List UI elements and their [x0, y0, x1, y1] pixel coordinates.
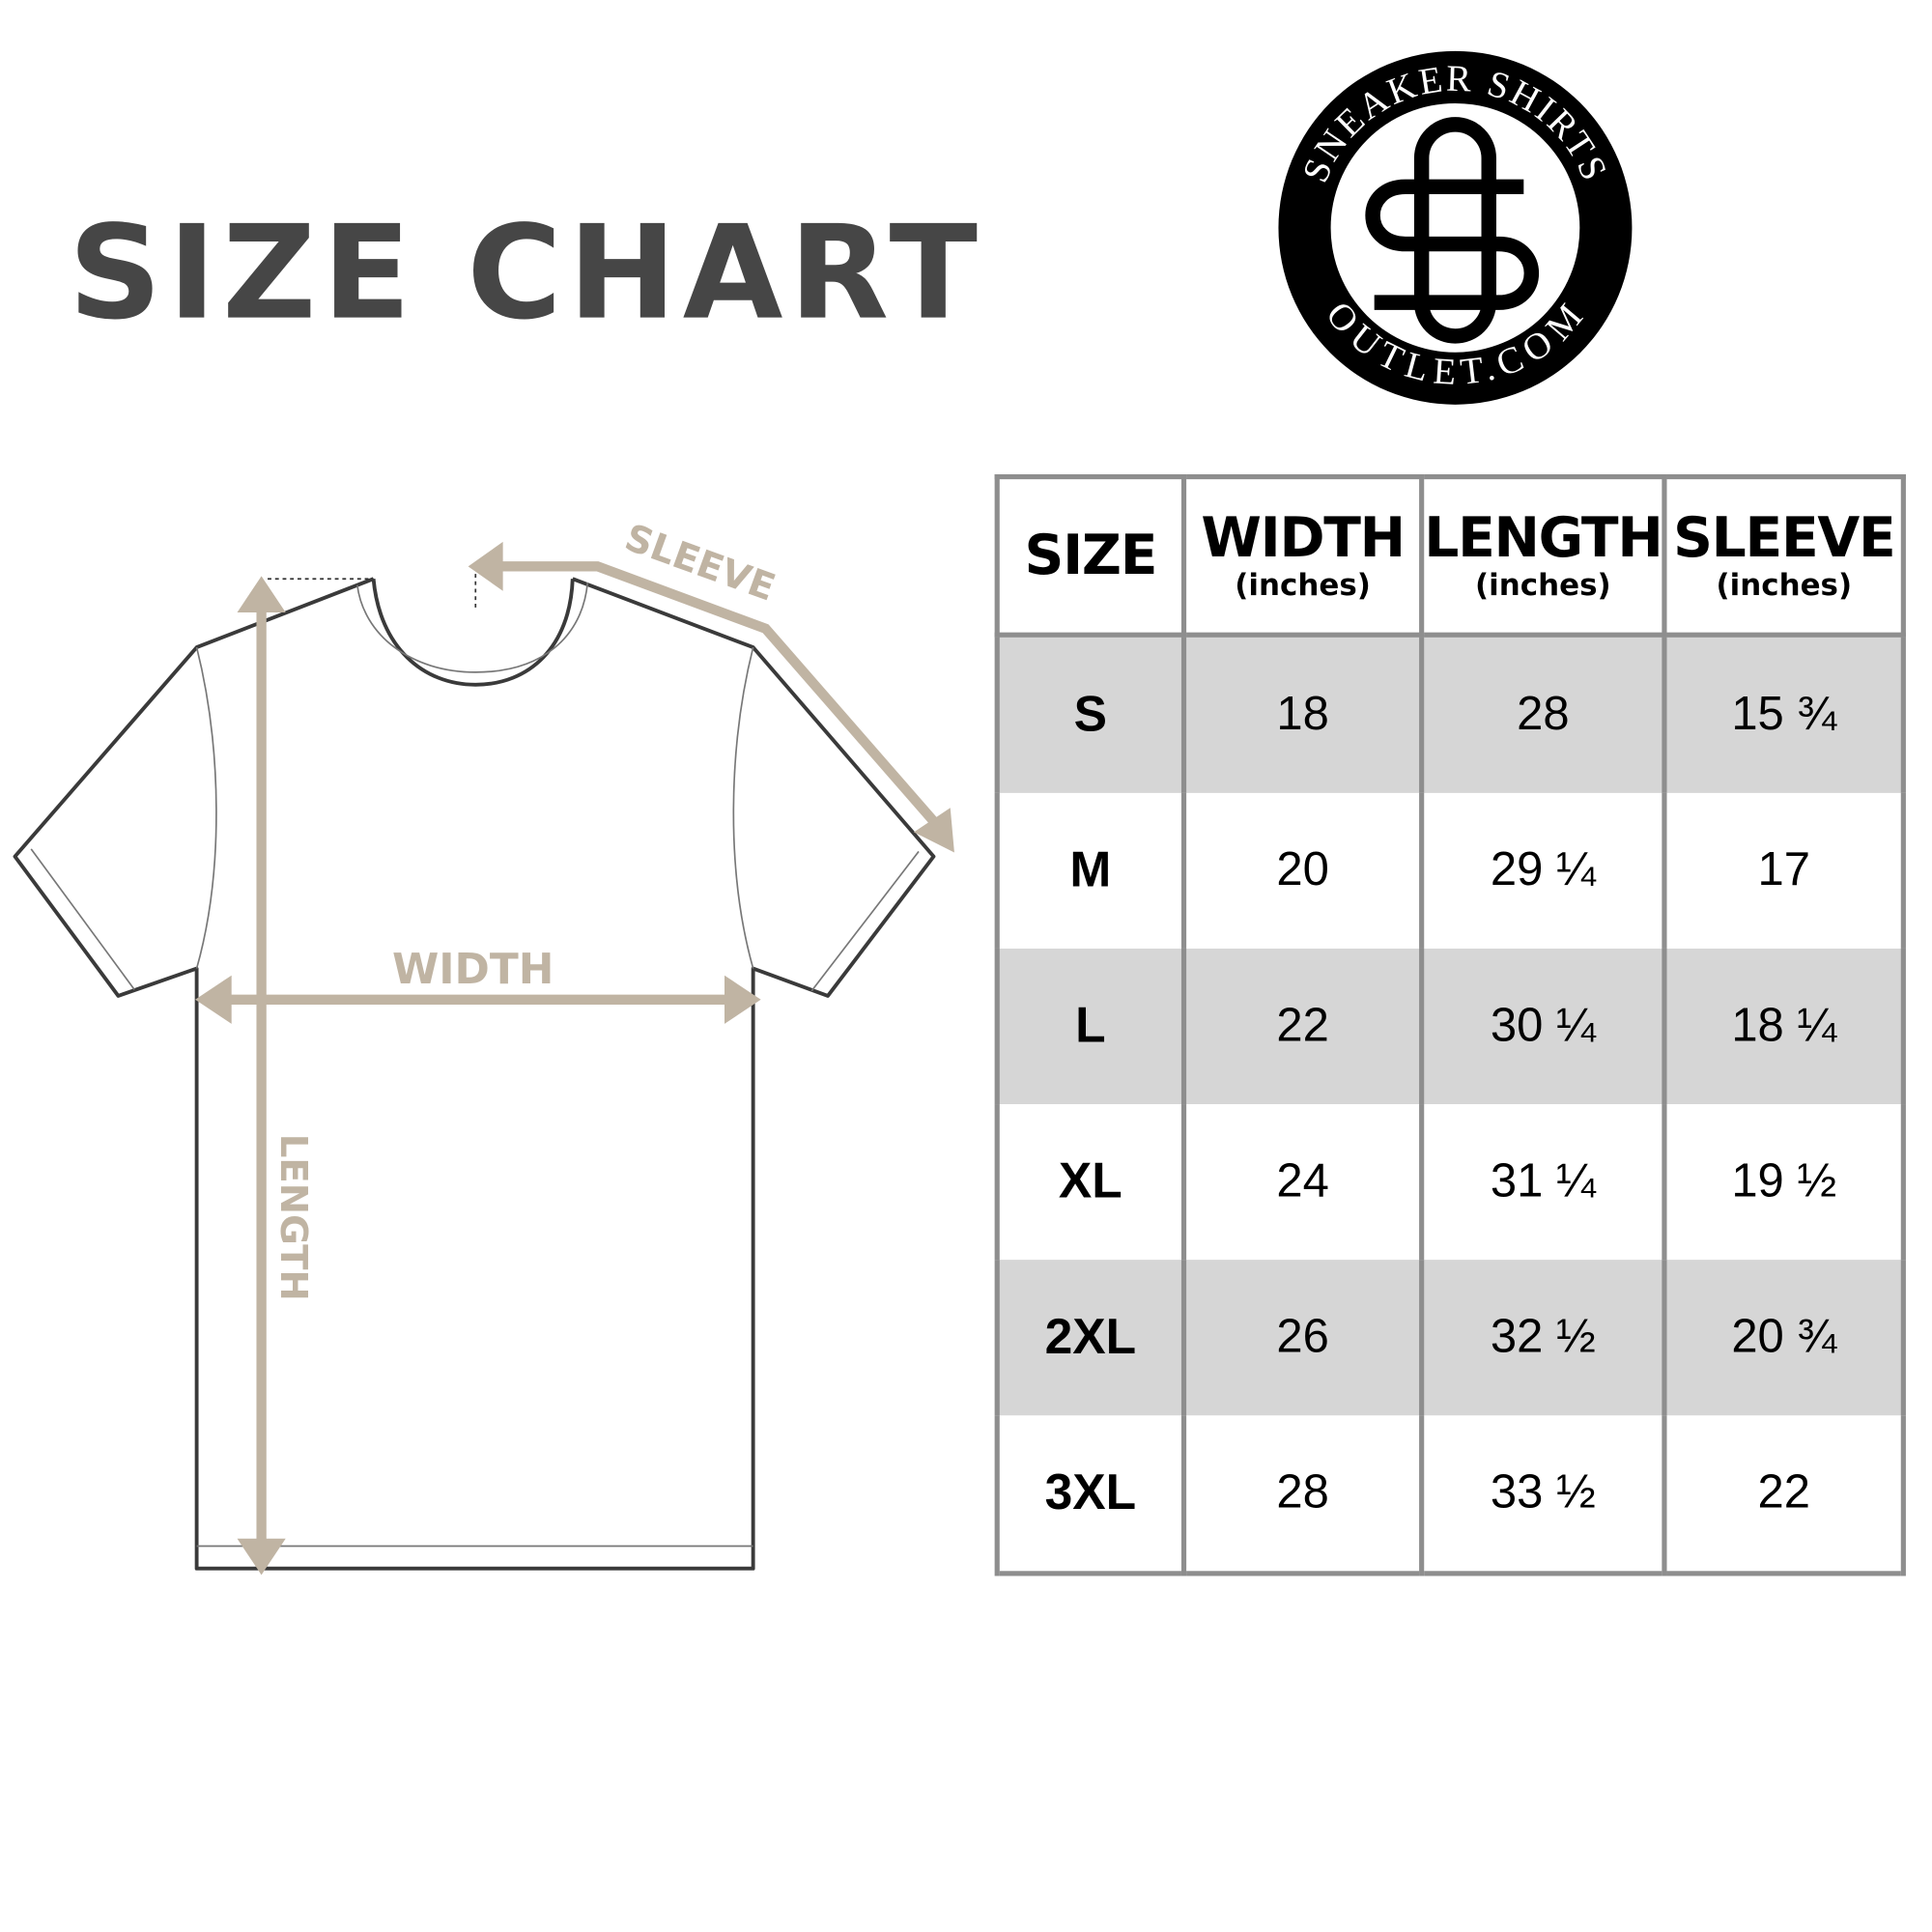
cell-width: 26 [1180, 1260, 1425, 1416]
cell-width: 20 [1180, 792, 1425, 949]
cell-size: M [994, 792, 1187, 949]
table-row: S 18 28 15 ¾ [994, 635, 1907, 793]
table-row: 2XL 26 32 ½ 20 ¾ [994, 1260, 1907, 1416]
length-arrow-head-top [237, 576, 286, 613]
width-label: WIDTH [392, 945, 554, 994]
cell-length: 30 ¼ [1419, 948, 1667, 1105]
cell-length: 28 [1419, 635, 1667, 793]
title-word-chart: CHART [467, 196, 984, 349]
cell-size: XL [994, 1104, 1187, 1261]
table-header-row: SIZE WIDTH (inches) LENGTH (inches) SLEEVE… [994, 473, 1907, 638]
cell-width: 22 [1180, 948, 1425, 1105]
length-arrow-head-bottom [237, 1538, 286, 1576]
title-word-size: SIZE [68, 196, 417, 349]
cell-sleeve: 22 [1662, 1415, 1907, 1574]
cell-length: 29 ¼ [1419, 792, 1667, 949]
cell-width: 28 [1180, 1415, 1425, 1574]
cell-sleeve: 19 ½ [1662, 1104, 1907, 1261]
table-row: L 22 30 ¼ 18 ¼ [994, 948, 1907, 1105]
cell-width: 24 [1180, 1104, 1425, 1261]
cell-size: 2XL [994, 1260, 1187, 1416]
shirt-collar [371, 579, 575, 687]
cell-sleeve: 20 ¾ [1662, 1260, 1907, 1416]
tshirt-diagram: SLEEVE WIDTH LENGTH [13, 516, 954, 1576]
table-row: M 20 29 ¼ 17 [994, 792, 1907, 949]
sleeve-label: SLEEVE [619, 516, 781, 611]
header-width: WIDTH (inches) [1180, 473, 1425, 638]
cell-size: 3XL [994, 1415, 1187, 1574]
shirt-outline [13, 577, 936, 1571]
cell-length: 32 ½ [1419, 1260, 1667, 1416]
size-table: SIZE WIDTH (inches) LENGTH (inches) SLEEVE… [994, 473, 1907, 1577]
page-title: SIZE CHART [69, 197, 1034, 349]
cell-length: 33 ½ [1419, 1415, 1667, 1574]
header-length: LENGTH (inches) [1419, 473, 1667, 638]
table-row: XL 24 31 ¼ 19 ½ [994, 1104, 1907, 1261]
table-row: 3XL 28 33 ½ 22 [994, 1415, 1907, 1574]
sneaker-shirts-outlet-logo: SNEAKER SHIRTS OUTLET.COM [1278, 50, 1633, 405]
cell-sleeve: 17 [1662, 792, 1907, 949]
cell-sleeve: 15 ¾ [1662, 635, 1907, 793]
cell-width: 18 [1180, 635, 1425, 793]
cell-size: S [994, 635, 1187, 793]
length-label: LENGTH [271, 1134, 315, 1301]
cell-sleeve: 18 ¼ [1662, 948, 1907, 1105]
cell-size: L [994, 948, 1187, 1105]
cell-length: 31 ¼ [1419, 1104, 1667, 1261]
header-size: SIZE [994, 473, 1187, 638]
sleeve-arrow [493, 561, 942, 830]
header-sleeve: SLEEVE (inches) [1662, 473, 1907, 638]
